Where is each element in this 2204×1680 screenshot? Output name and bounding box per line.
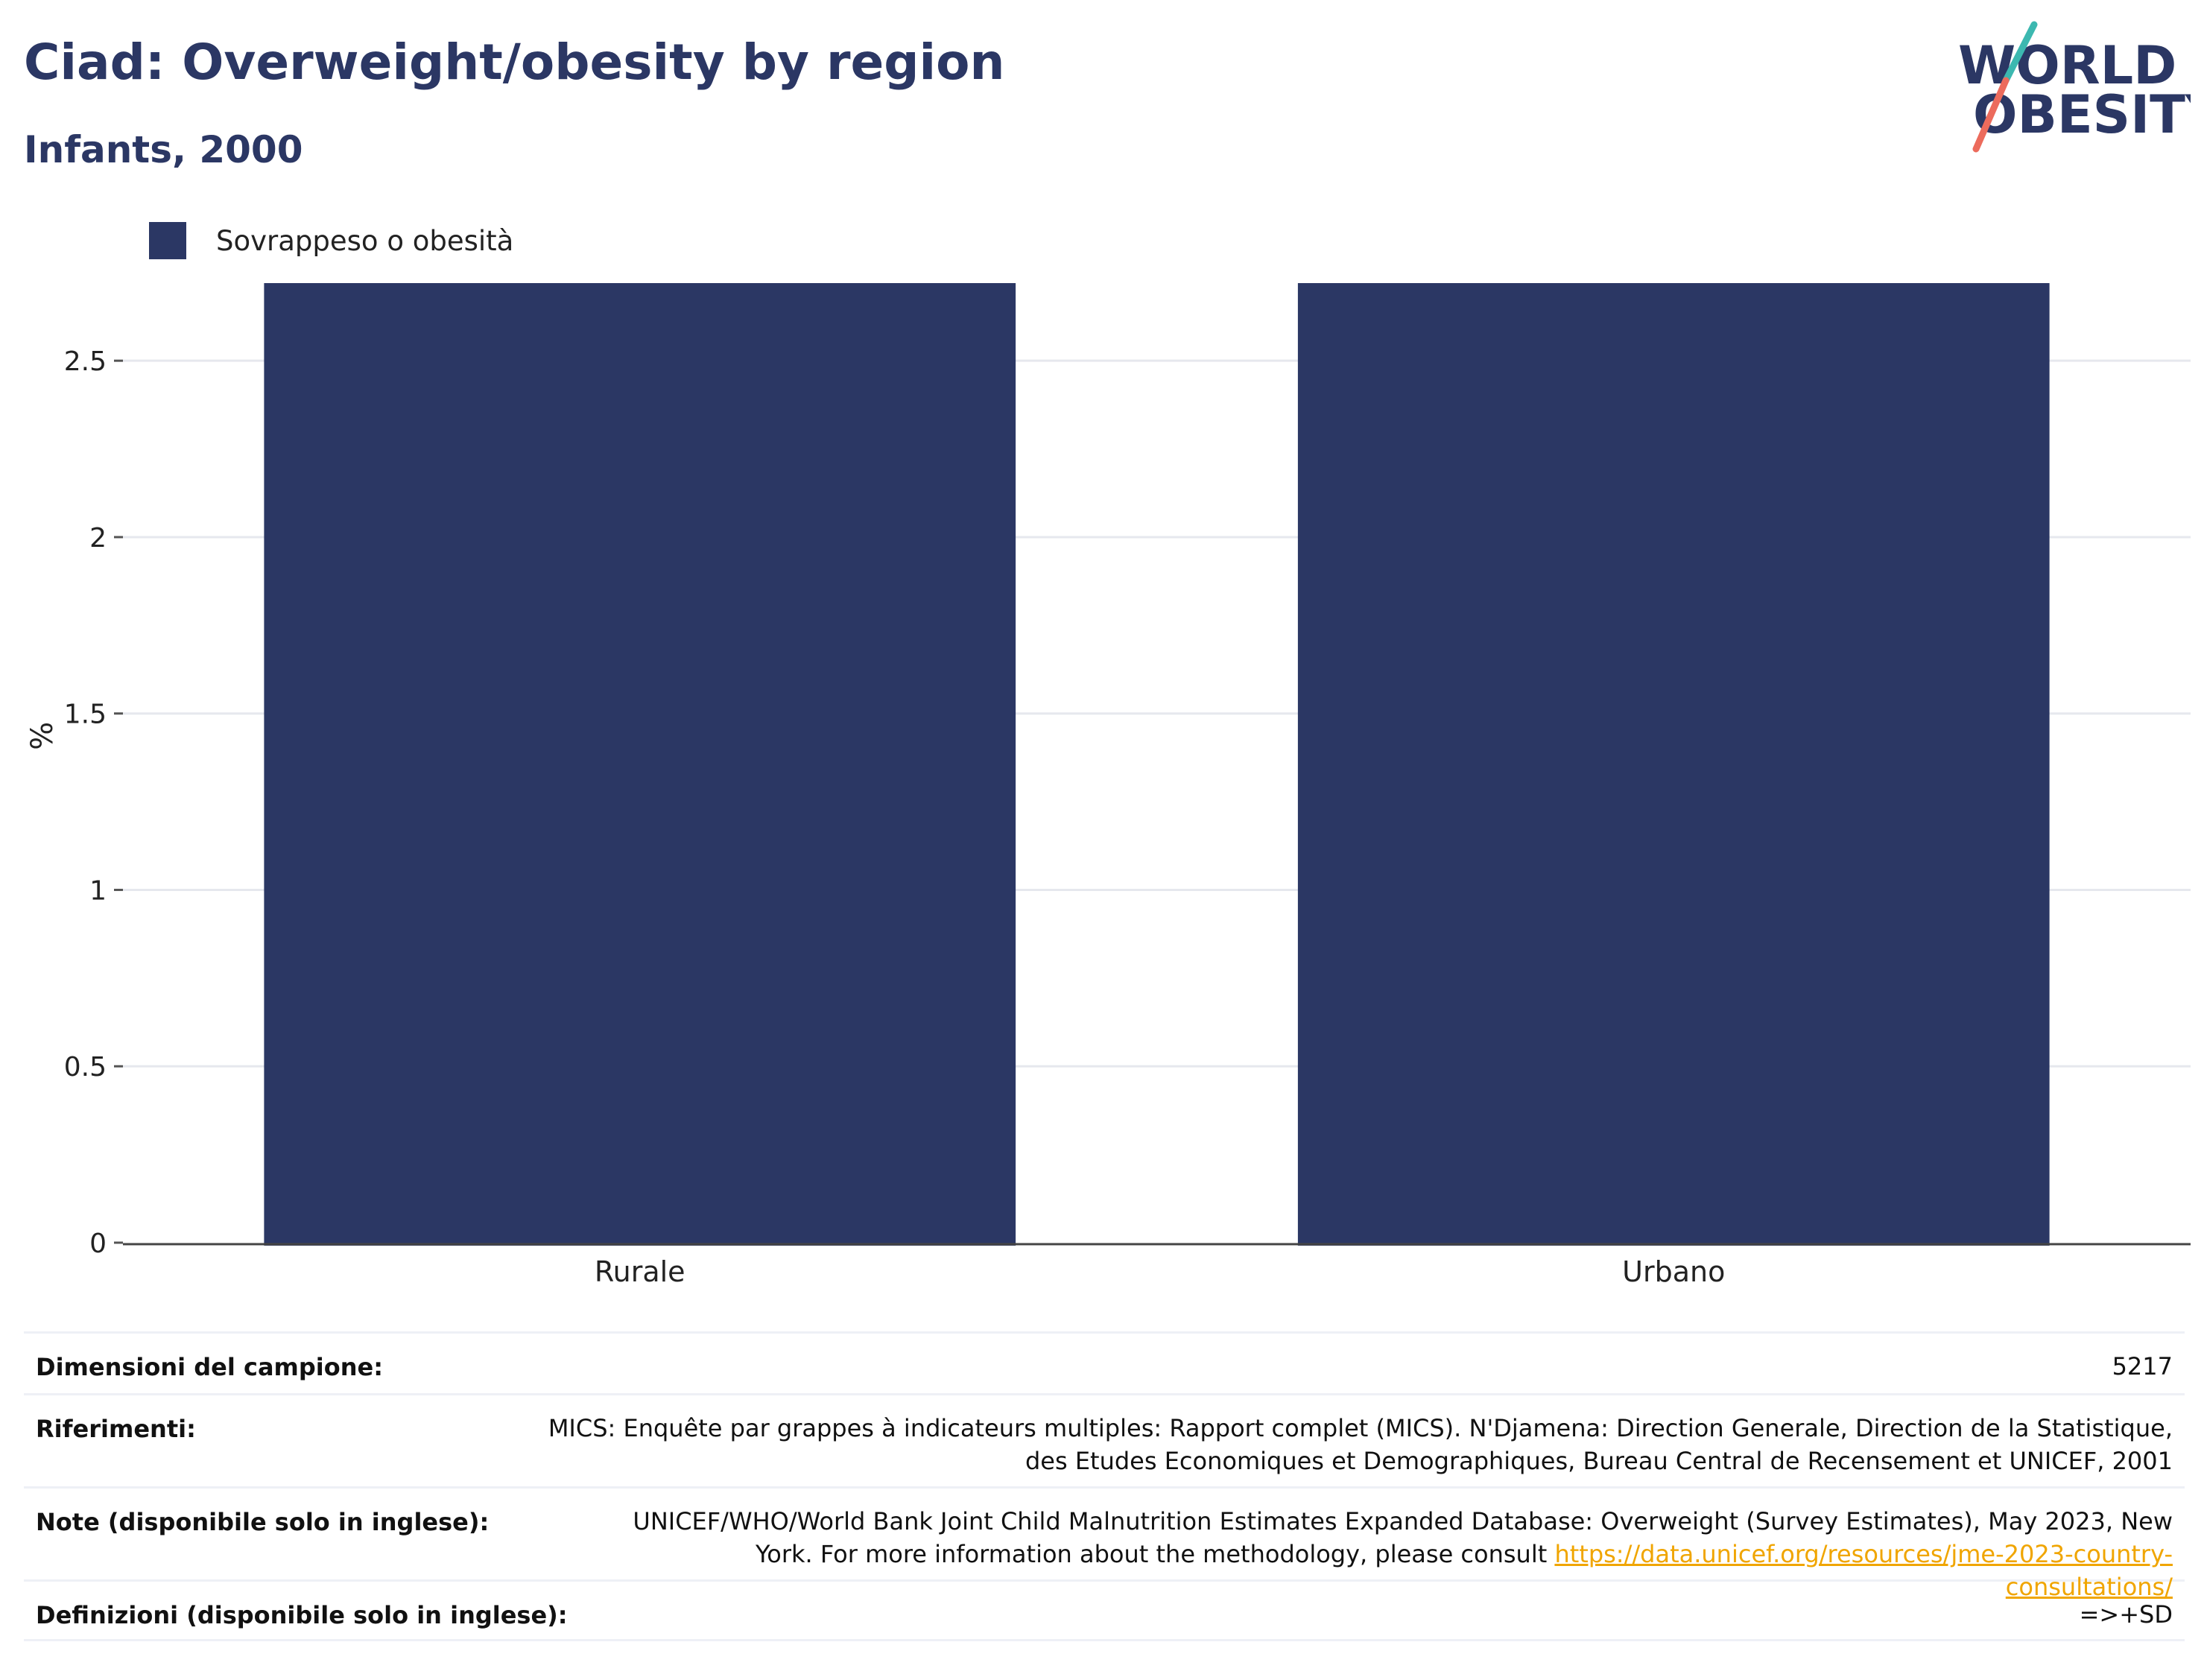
legend-label: Sovrappeso o obesità <box>216 224 514 257</box>
bars <box>264 283 2050 1246</box>
x-tick-labels: Rurale Urbano <box>595 1255 1725 1288</box>
y-tick-label: 1.5 <box>64 700 107 730</box>
sample-size-label: Dimensioni del campione: <box>36 1353 384 1381</box>
info-row-definitions: Definizioni (disponibile solo in inglese… <box>24 1579 2185 1641</box>
bar-rurale <box>264 283 1016 1246</box>
legend[interactable]: Sovrappeso o obesità <box>149 221 513 260</box>
references-value: MICS: Enquête par grappes à indicateurs … <box>548 1414 2173 1475</box>
legend-swatch <box>149 222 186 259</box>
y-tick-label: 2 <box>89 523 107 554</box>
info-row-notes: Note (disponibile solo in inglese): UNIC… <box>24 1486 2185 1601</box>
x-tick-label: Rurale <box>595 1255 685 1288</box>
sample-size-value: 5217 <box>2112 1352 2173 1381</box>
logo-coral-slash <box>1972 77 2010 153</box>
info-row-references: Riferimenti: MICS: Enquête par grappes à… <box>24 1393 2185 1486</box>
bar-chart: 0 0.5 1 1.5 2 2.5 Rurale Urbano % <box>25 283 2191 1288</box>
chart-title: Ciad: Overweight/obesity by region <box>24 34 1005 91</box>
y-tick-labels: 0 0.5 1 1.5 2 2.5 <box>64 346 107 1259</box>
world-obesity-logo-graphic: WORLD OBESITY <box>1958 21 2204 153</box>
y-tick-label: 0.5 <box>64 1052 107 1083</box>
logo-word-1: WORLD <box>1958 35 2176 96</box>
y-tick-label: 0 <box>89 1229 107 1259</box>
definitions-label: Definizioni (disponibile solo in inglese… <box>36 1601 568 1629</box>
y-tick-label: 2.5 <box>64 346 107 377</box>
x-tick-label: Urbano <box>1622 1255 1725 1288</box>
info-table: Dimensioni del campione: 5217 Riferiment… <box>24 1331 2185 1641</box>
logo-word-2: OBESITY <box>1973 84 2191 145</box>
references-label: Riferimenti: <box>36 1415 196 1443</box>
logo-teal-slash <box>2002 21 2038 84</box>
definitions-value: =>+SD <box>2079 1600 2173 1629</box>
y-tick-label: 1 <box>89 875 107 906</box>
notes-label: Note (disponibile solo in inglese): <box>36 1508 490 1536</box>
notes-value: UNICEF/WHO/World Bank Joint Child Malnut… <box>608 1489 2173 1601</box>
chart-subtitle: Infants, 2000 <box>24 128 303 171</box>
world-obesity-logo[interactable]: WORLD OBESITY <box>1937 21 2204 162</box>
info-row-sample-size: Dimensioni del campione: 5217 <box>24 1331 2185 1393</box>
methodology-link[interactable]: https://data.unicef.org/resources/jme-20… <box>1554 1540 2173 1601</box>
y-axis-label: % <box>25 722 60 750</box>
bar-urbano <box>1297 283 2050 1246</box>
notes-text: UNICEF/WHO/World Bank Joint Child Malnut… <box>633 1507 2173 1568</box>
